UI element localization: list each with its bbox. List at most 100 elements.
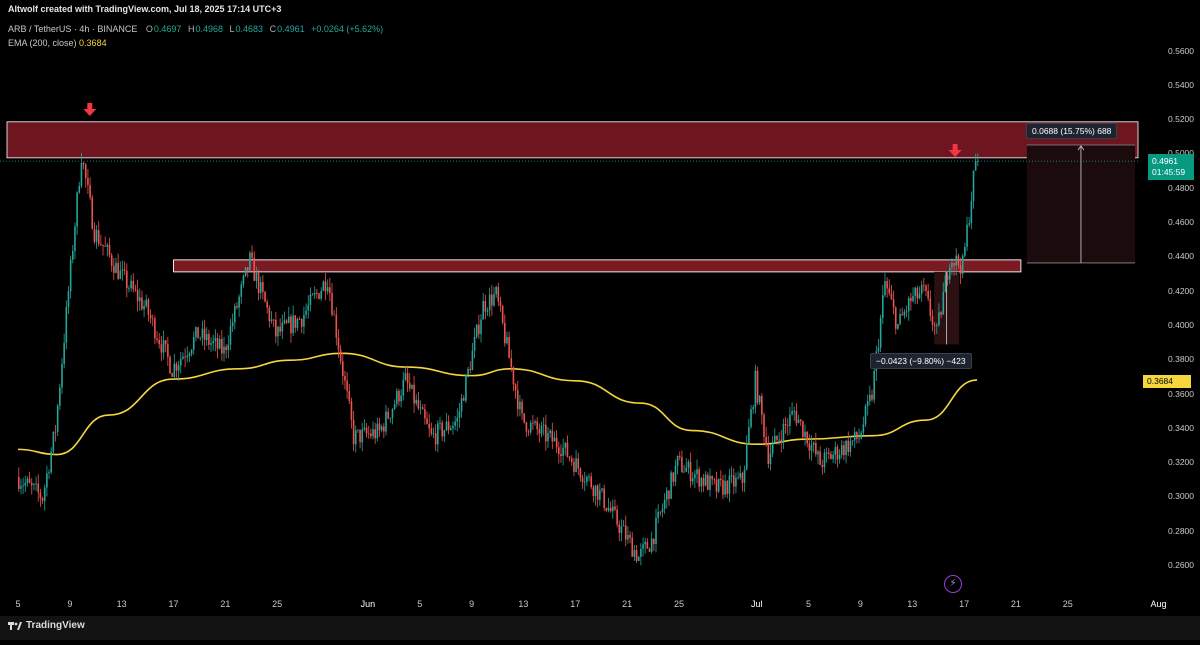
- candle[interactable]: [791, 402, 793, 416]
- candle[interactable]: [890, 285, 893, 300]
- candle[interactable]: [180, 352, 182, 374]
- candle[interactable]: [666, 487, 668, 509]
- candle[interactable]: [681, 450, 683, 473]
- candle[interactable]: [573, 457, 575, 477]
- candle[interactable]: [255, 266, 258, 289]
- candle[interactable]: [141, 290, 143, 311]
- candle[interactable]: [329, 277, 331, 302]
- candle[interactable]: [659, 511, 662, 516]
- candle[interactable]: [264, 290, 266, 303]
- ema-legend-label[interactable]: EMA (200, close): [8, 38, 77, 48]
- candle[interactable]: [795, 403, 798, 427]
- candle[interactable]: [259, 276, 262, 300]
- candle[interactable]: [689, 452, 692, 488]
- candle[interactable]: [195, 326, 197, 342]
- candle[interactable]: [78, 181, 81, 194]
- candle[interactable]: [815, 432, 817, 457]
- candle[interactable]: [91, 194, 94, 230]
- candle[interactable]: [342, 352, 344, 385]
- candle[interactable]: [251, 245, 253, 260]
- candle[interactable]: [348, 383, 351, 405]
- candle[interactable]: [450, 425, 452, 431]
- candle[interactable]: [359, 429, 361, 449]
- candle[interactable]: [974, 153, 977, 171]
- candle[interactable]: [452, 421, 454, 435]
- candle[interactable]: [283, 311, 286, 325]
- candle[interactable]: [298, 316, 301, 320]
- measure-down-label[interactable]: −0.0423 (−9.80%) −423: [870, 353, 972, 369]
- candle[interactable]: [853, 427, 856, 448]
- candle[interactable]: [415, 394, 418, 407]
- candle[interactable]: [838, 449, 841, 464]
- candle[interactable]: [54, 424, 57, 442]
- candle[interactable]: [406, 365, 409, 393]
- candle[interactable]: [121, 260, 124, 281]
- candle[interactable]: [76, 191, 78, 235]
- lightning-icon[interactable]: ⚡: [944, 575, 962, 593]
- candle[interactable]: [713, 477, 716, 485]
- candle[interactable]: [313, 286, 316, 300]
- candle[interactable]: [102, 244, 104, 256]
- candle[interactable]: [694, 469, 696, 489]
- candle[interactable]: [506, 331, 508, 345]
- candle[interactable]: [802, 420, 804, 439]
- candle[interactable]: [920, 280, 923, 302]
- tradingview-brand[interactable]: TradingView: [8, 620, 85, 631]
- candle[interactable]: [385, 405, 387, 436]
- candle[interactable]: [52, 431, 55, 456]
- candle[interactable]: [817, 449, 819, 465]
- candle[interactable]: [698, 466, 700, 492]
- candle[interactable]: [586, 475, 588, 487]
- candle[interactable]: [685, 457, 688, 472]
- candle[interactable]: [285, 318, 288, 325]
- candle[interactable]: [966, 216, 968, 252]
- candle[interactable]: [460, 393, 463, 418]
- candle[interactable]: [784, 416, 787, 434]
- candle[interactable]: [59, 383, 61, 410]
- down-arrow-icon[interactable]: [948, 144, 962, 157]
- candle[interactable]: [257, 269, 260, 301]
- candle[interactable]: [398, 388, 400, 406]
- candle[interactable]: [931, 309, 934, 332]
- candle[interactable]: [249, 250, 251, 273]
- candle[interactable]: [303, 306, 305, 335]
- candle[interactable]: [588, 473, 590, 482]
- candle[interactable]: [754, 364, 757, 414]
- candle[interactable]: [253, 251, 256, 282]
- candle[interactable]: [346, 372, 348, 399]
- candle[interactable]: [35, 476, 37, 491]
- candle[interactable]: [190, 349, 193, 357]
- candle[interactable]: [728, 468, 731, 503]
- candle[interactable]: [951, 258, 953, 275]
- candle[interactable]: [320, 287, 322, 301]
- candle[interactable]: [674, 459, 677, 487]
- candle[interactable]: [246, 266, 249, 278]
- candle[interactable]: [478, 314, 480, 339]
- candle[interactable]: [925, 284, 927, 297]
- candle[interactable]: [365, 422, 368, 438]
- candle[interactable]: [644, 537, 646, 554]
- candle[interactable]: [845, 439, 847, 464]
- candle[interactable]: [456, 408, 459, 432]
- candle[interactable]: [223, 336, 225, 362]
- candle[interactable]: [527, 429, 530, 437]
- candle[interactable]: [944, 270, 947, 293]
- candle[interactable]: [294, 315, 297, 333]
- candle[interactable]: [508, 331, 510, 359]
- candle[interactable]: [972, 170, 975, 209]
- candle[interactable]: [192, 331, 195, 355]
- candle[interactable]: [473, 327, 476, 359]
- candle[interactable]: [437, 420, 439, 453]
- candle[interactable]: [288, 306, 290, 324]
- candle[interactable]: [493, 286, 495, 308]
- candle[interactable]: [281, 314, 284, 340]
- candle[interactable]: [307, 295, 310, 319]
- candle[interactable]: [56, 403, 59, 437]
- candle[interactable]: [214, 329, 217, 352]
- candle[interactable]: [208, 329, 210, 350]
- candle[interactable]: [424, 403, 426, 425]
- candle[interactable]: [910, 292, 912, 311]
- candle[interactable]: [413, 375, 415, 413]
